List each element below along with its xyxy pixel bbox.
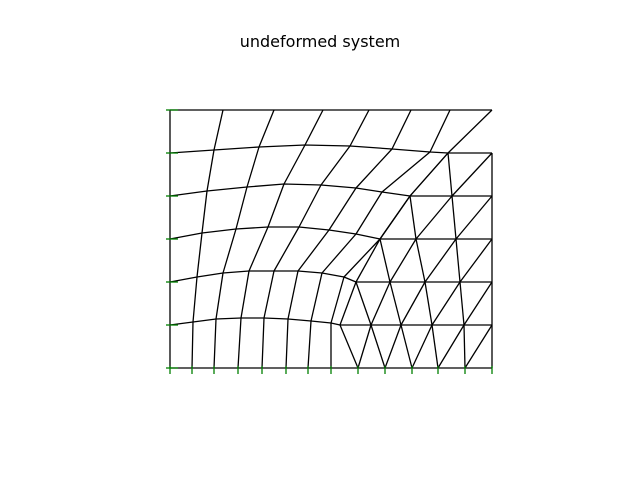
mesh-edge-triangle <box>459 281 465 326</box>
mesh-edge-triangle <box>379 195 411 240</box>
mesh-edge-column <box>237 109 324 369</box>
mesh-edge-triangle <box>400 281 426 326</box>
mesh-edge-triangle <box>370 281 391 326</box>
mesh-edge-triangle <box>411 324 433 369</box>
mesh-edge-triangle <box>424 238 457 283</box>
mesh-edge-triangle <box>463 281 493 326</box>
mesh-edge-triangle <box>463 324 466 369</box>
mesh-edge-triangle <box>415 238 426 283</box>
mesh-edge-triangle <box>357 324 372 369</box>
mesh-edge-triangle <box>400 324 413 369</box>
mesh-edge-triangle <box>464 324 493 369</box>
mesh-edge-column <box>307 109 451 369</box>
mesh-edge-triangle <box>431 281 461 326</box>
mesh-edge-row <box>169 144 492 154</box>
mesh-edge-triangle <box>355 238 381 283</box>
mesh-edge-triangle <box>455 195 493 240</box>
mesh-edge-triangle <box>424 281 433 326</box>
mesh-edge-triangle <box>447 152 453 197</box>
mesh-edge-column <box>261 109 370 369</box>
mesh-edge-row <box>169 270 492 283</box>
mesh-edge-column <box>191 109 224 369</box>
mesh-edge-triangle <box>431 324 439 369</box>
mesh-edge-triangle <box>451 195 457 240</box>
mesh-edge-row <box>169 226 492 240</box>
mesh-edge-triangle <box>389 238 417 283</box>
mesh-edge-triangle <box>451 152 493 197</box>
mesh-edge-triangle <box>339 281 357 326</box>
mesh-edge-triangle <box>339 324 359 369</box>
mesh-edge-row <box>169 183 492 197</box>
mesh-lines <box>169 109 493 369</box>
mesh-edge-triangle <box>370 324 386 369</box>
support-markers <box>166 109 493 374</box>
mesh-edge-triangle <box>409 152 449 197</box>
mesh-edge-triangle <box>389 281 402 326</box>
mesh-edge-triangle <box>437 324 465 369</box>
figure-title: undeformed system <box>239 32 401 51</box>
mesh-edge-triangle <box>409 195 417 240</box>
mesh-edge-column <box>213 109 275 369</box>
mesh-edge-column <box>285 109 412 369</box>
mesh-edge-triangle <box>379 238 391 283</box>
mesh-edge-triangle <box>355 281 372 326</box>
mesh-edge-triangle <box>384 324 402 369</box>
mesh-edge-triangle <box>459 238 493 283</box>
mesh-edge-row <box>169 317 492 326</box>
mesh-edge-triangle <box>455 238 461 283</box>
mesh-edge-triangle <box>415 195 453 240</box>
